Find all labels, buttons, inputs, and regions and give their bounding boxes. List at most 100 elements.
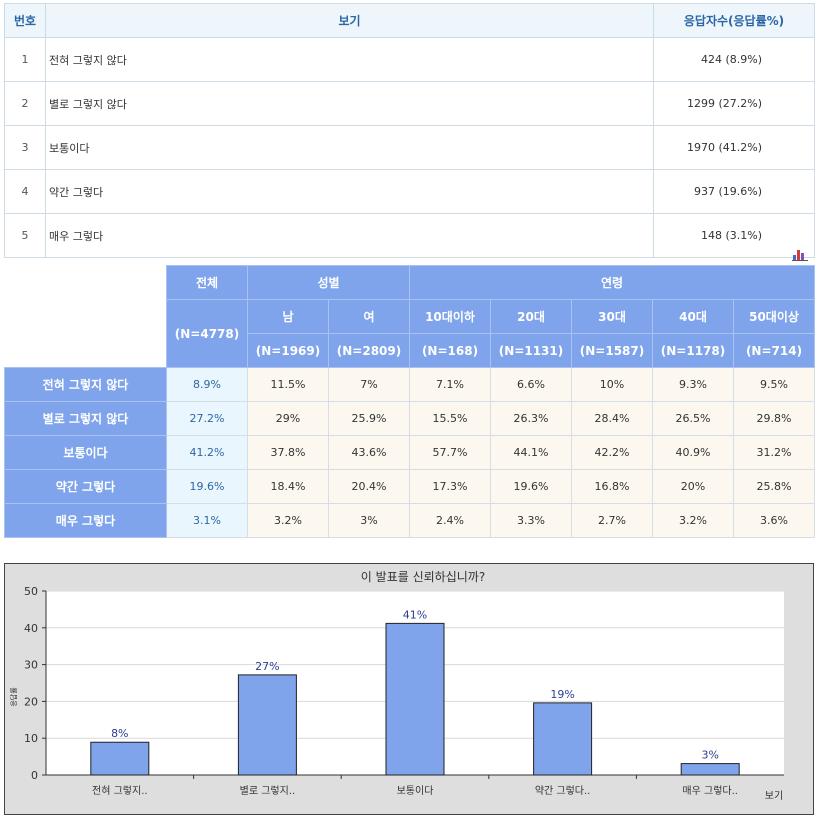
cell-total: 27.2% bbox=[166, 401, 248, 436]
cell: 57.7% bbox=[409, 435, 491, 470]
y-tick-label: 40 bbox=[24, 622, 38, 635]
x-tick-label: 별로 그렇지.. bbox=[240, 784, 296, 797]
cell: 17.3% bbox=[409, 469, 491, 504]
header-group-n: (N=714) bbox=[732, 333, 816, 368]
cell: 43.6% bbox=[328, 435, 410, 470]
row-label: 전혀 그렇지 않다 bbox=[45, 37, 654, 82]
cell: 3.2% bbox=[652, 503, 734, 538]
x-tick-label: 보통이다 bbox=[397, 785, 434, 797]
cell: 3% bbox=[328, 503, 410, 538]
cell: 26.5% bbox=[652, 401, 734, 436]
x-tick-label: 전혀 그렇지.. bbox=[92, 784, 148, 797]
cell: 29.8% bbox=[732, 401, 816, 436]
chart-canvas: 이 발표를 신뢰하십니까? 0 10 20 30 40 50 응답률 8% 전혀 그렇지.. 27%… bbox=[9, 570, 784, 802]
bar bbox=[237, 674, 297, 776]
y-tick-label: 30 bbox=[24, 659, 38, 672]
response-table: 번호 보기 응답자수(응답률%) 1 전혀 그렇지 않다 424 (8.9%) … bbox=[4, 3, 815, 258]
x-axis-label: 보기 bbox=[765, 790, 783, 802]
header-group: 여 bbox=[328, 299, 410, 334]
header-group: 남 bbox=[247, 299, 329, 334]
row-count: 424 (8.9%) bbox=[653, 37, 815, 82]
cell: 40.9% bbox=[652, 435, 734, 470]
y-tick-label: 0 bbox=[31, 769, 38, 782]
cell: 26.3% bbox=[490, 401, 572, 436]
y-axis-label: 응답률 bbox=[9, 687, 18, 707]
x-tick-label: 약간 그렇다.. bbox=[535, 784, 591, 797]
x-tick-label: 매우 그렇다.. bbox=[682, 784, 738, 797]
row-number: 3 bbox=[4, 125, 46, 170]
cell-total: 8.9% bbox=[166, 367, 248, 402]
table-row: 1 전혀 그렇지 않다 424 (8.9%) bbox=[4, 37, 815, 82]
data-label: 19% bbox=[550, 688, 574, 701]
cell-total: 19.6% bbox=[166, 469, 248, 504]
header-gender: 성별 bbox=[247, 265, 410, 300]
row-number: 5 bbox=[4, 213, 46, 258]
row-count: 148 (3.1%) bbox=[653, 213, 815, 258]
row-number: 1 bbox=[4, 37, 46, 82]
row-label: 약간 그렇다 bbox=[45, 169, 654, 214]
cell: 44.1% bbox=[490, 435, 572, 470]
header-option: 보기 bbox=[45, 3, 654, 38]
header-group-n: (N=1178) bbox=[652, 333, 734, 368]
header-group: 30대 bbox=[571, 299, 653, 334]
header-group-n: (N=1969) bbox=[247, 333, 329, 368]
table-row: 약간 그렇다 19.6% 18.4% 20.4% 17.3% 19.6% 16.… bbox=[4, 469, 816, 504]
table-row: 3 보통이다 1970 (41.2%) bbox=[4, 125, 815, 170]
data-label: 3% bbox=[701, 749, 718, 762]
table-row: 2 별로 그렇지 않다 1299 (27.2%) bbox=[4, 81, 815, 126]
row-number: 2 bbox=[4, 81, 46, 126]
table-row: 4 약간 그렇다 937 (19.6%) bbox=[4, 169, 815, 214]
y-tick-label: 10 bbox=[24, 732, 38, 745]
header-group-n: (N=2809) bbox=[328, 333, 410, 368]
header-total-n: (N=4778) bbox=[166, 299, 248, 368]
data-label: 27% bbox=[255, 660, 279, 673]
cell: 11.5% bbox=[247, 367, 329, 402]
table-row: 전혀 그렇지 않다 8.9% 11.5% 7% 7.1% 6.6% 10% 9.… bbox=[4, 367, 816, 402]
bar-chart-icon[interactable] bbox=[792, 247, 808, 261]
cell: 9.3% bbox=[652, 367, 734, 402]
row-label: 보통이다 bbox=[45, 125, 654, 170]
header-total: 전체 bbox=[166, 265, 248, 300]
table-row: 매우 그렇다 3.1% 3.2% 3% 2.4% 3.3% 2.7% 3.2% … bbox=[4, 503, 816, 538]
row-header: 보통이다 bbox=[4, 435, 167, 470]
cell: 2.7% bbox=[571, 503, 653, 538]
cell-total: 41.2% bbox=[166, 435, 248, 470]
corner-blank bbox=[4, 265, 167, 368]
cell: 37.8% bbox=[247, 435, 329, 470]
header-group: 20대 bbox=[490, 299, 572, 334]
row-header: 약간 그렇다 bbox=[4, 469, 167, 504]
cell: 25.8% bbox=[732, 469, 816, 504]
row-number: 4 bbox=[4, 169, 46, 214]
table-row: 보통이다 41.2% 37.8% 43.6% 57.7% 44.1% 42.2%… bbox=[4, 435, 816, 470]
data-label: 8% bbox=[111, 727, 128, 740]
cell: 10% bbox=[571, 367, 653, 402]
table-row: 5 매우 그렇다 148 (3.1%) bbox=[4, 213, 815, 258]
header-group: 10대이하 bbox=[409, 299, 491, 334]
cell: 3.6% bbox=[732, 503, 816, 538]
header-group-n: (N=1587) bbox=[571, 333, 653, 368]
bar bbox=[680, 763, 740, 776]
row-count: 937 (19.6%) bbox=[653, 169, 815, 214]
cell-total: 3.1% bbox=[166, 503, 248, 538]
header-number: 번호 bbox=[4, 3, 46, 38]
cell: 29% bbox=[247, 401, 329, 436]
row-header: 별로 그렇지 않다 bbox=[4, 401, 167, 436]
bar bbox=[385, 622, 445, 776]
cell: 7.1% bbox=[409, 367, 491, 402]
cell: 19.6% bbox=[490, 469, 572, 504]
row-label: 별로 그렇지 않다 bbox=[45, 81, 654, 126]
bar bbox=[90, 741, 150, 776]
row-count: 1970 (41.2%) bbox=[653, 125, 815, 170]
chart-title: 이 발표를 신뢰하십니까? bbox=[361, 570, 485, 584]
y-tick-label: 20 bbox=[24, 695, 38, 708]
bar bbox=[533, 702, 593, 776]
cell: 7% bbox=[328, 367, 410, 402]
cell: 2.4% bbox=[409, 503, 491, 538]
header-group: 40대 bbox=[652, 299, 734, 334]
data-label: 41% bbox=[403, 608, 427, 621]
header-group-n: (N=1131) bbox=[490, 333, 572, 368]
table-row: 별로 그렇지 않다 27.2% 29% 25.9% 15.5% 26.3% 28… bbox=[4, 401, 816, 436]
crosstab-table: 전체 성별 연령 (N=4778) 남 여 10대이하 20대 30대 40대 … bbox=[4, 265, 816, 538]
header-group-n: (N=168) bbox=[409, 333, 491, 368]
bar-chart: 이 발표를 신뢰하십니까? 0 10 20 30 40 50 응답률 8% 전혀 그렇지.. 27%… bbox=[4, 563, 814, 815]
